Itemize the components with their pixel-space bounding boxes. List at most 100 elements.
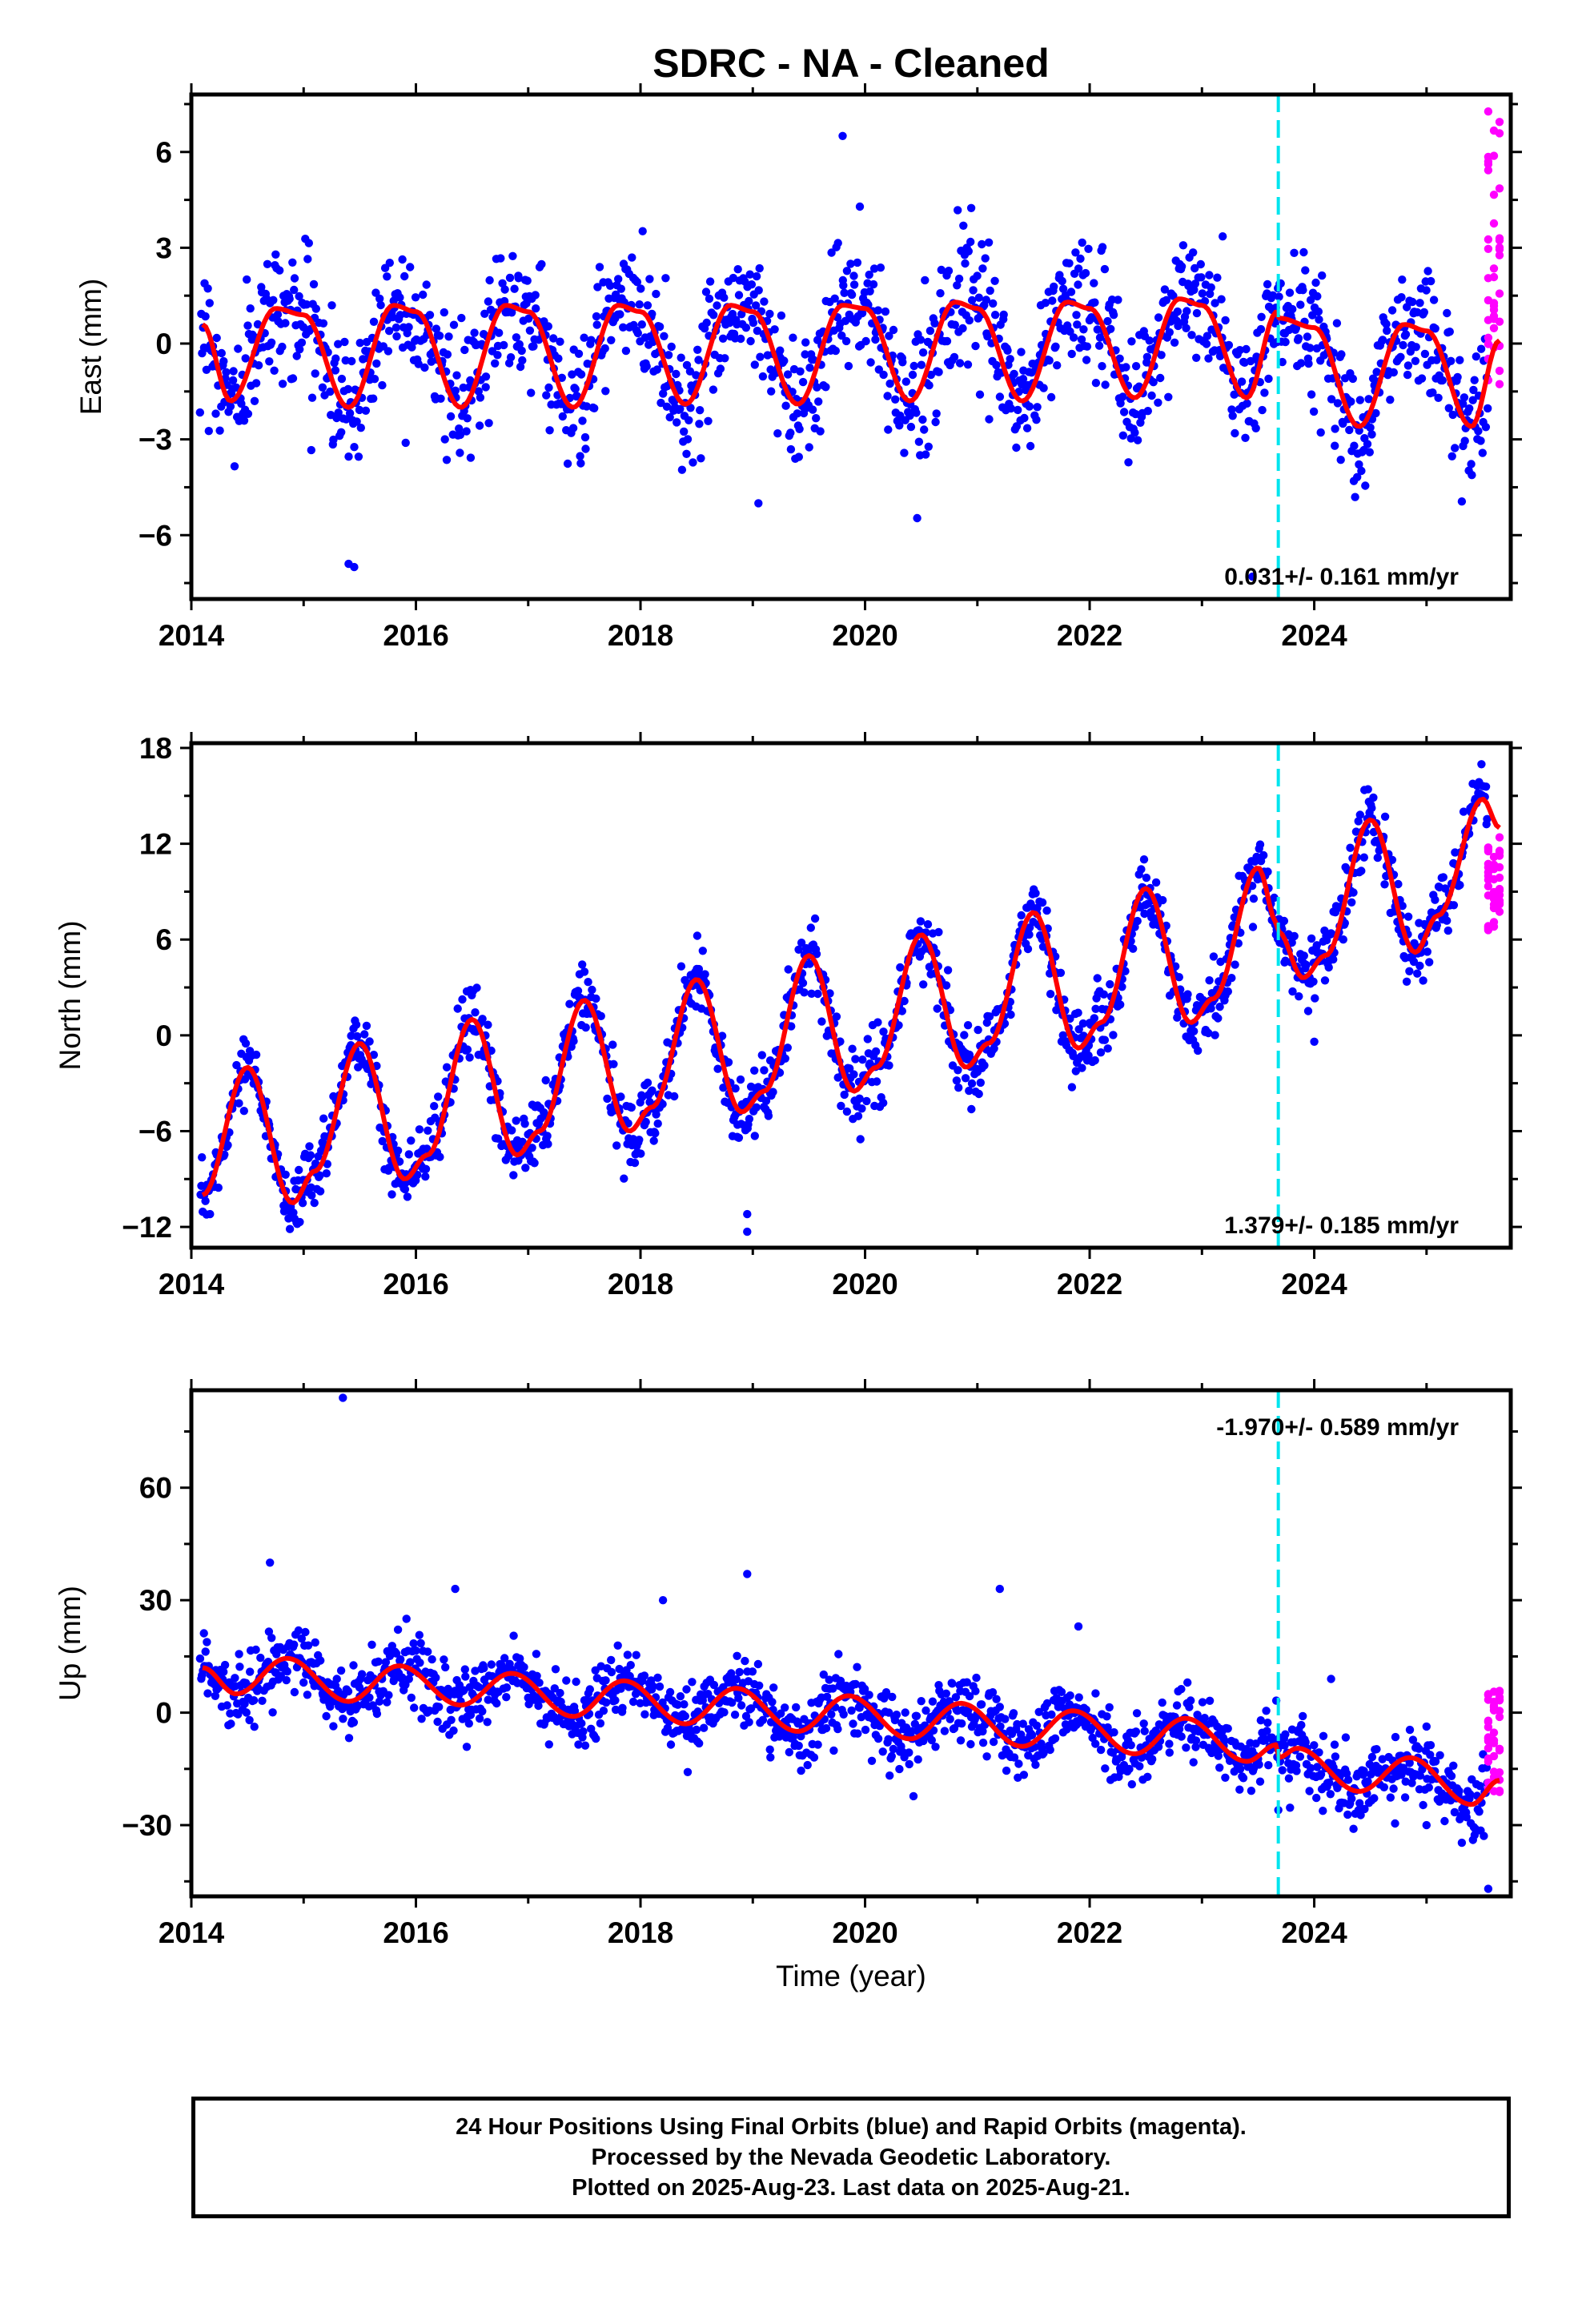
north-final-point bbox=[463, 1045, 472, 1054]
east-final-point bbox=[954, 206, 962, 215]
north-final-point bbox=[967, 1104, 976, 1114]
east-final-point bbox=[777, 311, 786, 320]
up-final-point bbox=[748, 1667, 757, 1676]
north-final-point bbox=[810, 914, 820, 923]
up-final-point bbox=[1422, 1722, 1431, 1731]
east-final-point bbox=[1133, 436, 1142, 444]
north-final-point bbox=[285, 1224, 295, 1233]
north-final-point bbox=[471, 1008, 480, 1017]
east-final-point bbox=[243, 321, 252, 330]
east-final-point bbox=[1045, 356, 1054, 365]
east-final-point bbox=[1420, 349, 1430, 359]
north-final-point bbox=[1017, 911, 1026, 920]
east-final-point bbox=[595, 263, 604, 271]
east-final-point bbox=[1156, 373, 1165, 383]
east-final-point bbox=[512, 333, 521, 342]
north-final-point bbox=[322, 1169, 331, 1178]
north-final-point bbox=[1023, 944, 1033, 954]
up-final-point bbox=[1299, 1711, 1307, 1721]
east-final-point bbox=[808, 405, 817, 414]
up-final-point bbox=[460, 1665, 469, 1674]
east-final-point bbox=[672, 369, 681, 379]
east-final-point bbox=[1215, 352, 1225, 360]
up-final-point bbox=[794, 1741, 803, 1751]
east-final-point bbox=[303, 255, 312, 263]
east-final-point bbox=[1091, 379, 1101, 388]
east-final-point bbox=[837, 331, 846, 340]
up-final-point bbox=[1205, 1696, 1215, 1705]
east-final-point bbox=[760, 297, 769, 306]
east-final-point bbox=[1481, 423, 1491, 432]
north-final-point bbox=[961, 1074, 970, 1083]
east-final-point bbox=[1026, 441, 1035, 451]
east-final-point bbox=[891, 395, 900, 404]
east-final-point bbox=[1468, 471, 1476, 480]
east-final-point bbox=[1419, 308, 1429, 317]
north-final-point bbox=[1451, 848, 1460, 857]
east-final-point bbox=[1275, 292, 1283, 301]
east-final-point bbox=[921, 450, 930, 459]
east-final-point bbox=[696, 406, 705, 415]
east-final-point bbox=[383, 347, 393, 356]
north-final-point bbox=[1483, 814, 1492, 823]
up-final-point bbox=[258, 1696, 267, 1705]
east-final-point bbox=[900, 448, 909, 457]
north-final-point bbox=[1307, 934, 1316, 943]
up-final-point bbox=[889, 1744, 898, 1754]
up-final-point bbox=[1391, 1732, 1400, 1742]
east-final-point bbox=[1018, 375, 1028, 384]
north-final-point bbox=[223, 1140, 232, 1150]
up-final-point bbox=[822, 1692, 832, 1701]
east-final-point bbox=[954, 274, 964, 283]
up-final-point bbox=[461, 1672, 470, 1681]
east-final-point bbox=[476, 393, 485, 402]
up-final-point bbox=[746, 1704, 756, 1713]
east-final-point bbox=[1445, 328, 1455, 336]
up-final-point bbox=[942, 1689, 951, 1698]
up-final-point bbox=[1126, 1741, 1135, 1750]
east-final-point bbox=[635, 300, 644, 309]
up-final-point bbox=[1182, 1743, 1191, 1752]
east-final-point bbox=[652, 365, 661, 374]
east-final-point bbox=[1118, 392, 1127, 401]
east-final-point bbox=[307, 445, 315, 455]
north-final-point bbox=[858, 1055, 867, 1064]
east-final-point bbox=[963, 360, 973, 369]
up-final-point bbox=[765, 1745, 774, 1754]
east-final-point bbox=[243, 275, 251, 284]
east-final-point bbox=[304, 239, 313, 247]
north-final-point bbox=[1074, 1008, 1082, 1017]
up-final-point bbox=[1480, 1831, 1488, 1840]
up-final-point bbox=[892, 1711, 901, 1719]
east-final-point bbox=[794, 452, 803, 461]
north-final-point bbox=[315, 1171, 324, 1180]
north-final-point bbox=[1109, 1031, 1118, 1039]
east-y-tick-label: −3 bbox=[139, 424, 172, 456]
north-final-point bbox=[919, 980, 928, 989]
east-final-point bbox=[827, 248, 836, 257]
east-final-point bbox=[226, 402, 235, 411]
up-outlier-point bbox=[1422, 1820, 1431, 1830]
up-final-point bbox=[769, 1683, 778, 1692]
east-final-point bbox=[1332, 319, 1342, 328]
north-y-tick-label: 0 bbox=[155, 1019, 172, 1052]
up-rapid-point bbox=[1484, 1757, 1493, 1766]
east-final-point bbox=[701, 287, 711, 296]
east-final-point bbox=[992, 360, 1001, 370]
east-final-point bbox=[1355, 396, 1365, 404]
east-final-point bbox=[1022, 424, 1032, 432]
east-final-point bbox=[767, 387, 776, 396]
east-final-point bbox=[1065, 259, 1074, 267]
east-final-point bbox=[1460, 436, 1469, 445]
east-final-point bbox=[898, 358, 907, 367]
east-rapid-point bbox=[1489, 151, 1499, 160]
east-final-point bbox=[508, 251, 517, 260]
up-final-point bbox=[1325, 1778, 1334, 1787]
north-final-point bbox=[465, 1053, 474, 1062]
north-y-tick-label: 12 bbox=[139, 828, 172, 861]
up-final-point bbox=[827, 1710, 836, 1719]
north-final-point bbox=[871, 1047, 881, 1056]
up-final-point bbox=[885, 1771, 894, 1780]
east-final-point bbox=[958, 324, 967, 333]
north-final-point bbox=[750, 1066, 759, 1076]
